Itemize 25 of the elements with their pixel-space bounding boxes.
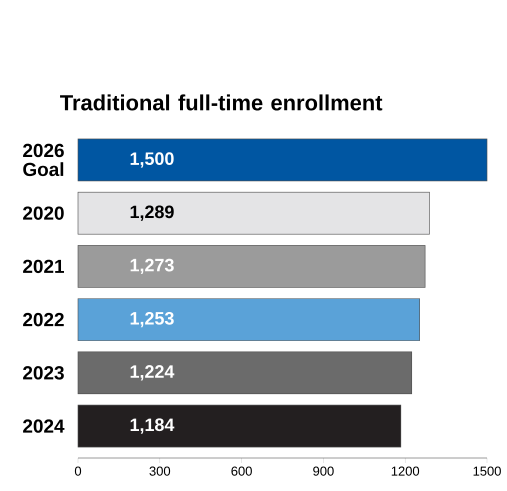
bar [78,352,412,394]
data-label: 1,253 [130,312,174,328]
bar [78,245,426,288]
data-label: 1,289 [130,206,174,221]
bar [78,192,430,234]
y-tick-label: 2026 Goal [23,144,64,176]
y-tick-label: 2020 [23,206,64,220]
y-tick-label: 2021 [23,260,64,274]
x-tick-label: 600 [231,466,252,476]
bar [78,138,488,182]
x-tick-label: 0 [74,466,82,476]
x-tick-label: 1200 [392,466,420,476]
y-tick-label: 2022 [23,312,64,326]
y-tick-label: 2023 [23,366,64,380]
data-label: 1,500 [130,152,174,168]
y-tick-label: 2024 [23,419,64,433]
bar [78,404,402,448]
x-tick-label: 900 [313,466,334,476]
chart-title: Traditional full-time enrollment [60,94,382,111]
data-label: 1,273 [130,258,174,274]
x-tick-label: 1500 [474,466,501,476]
data-label: 1,184 [130,418,174,434]
x-tick-label: 300 [149,466,170,476]
data-label: 1,224 [130,365,174,380]
bar [78,298,420,341]
